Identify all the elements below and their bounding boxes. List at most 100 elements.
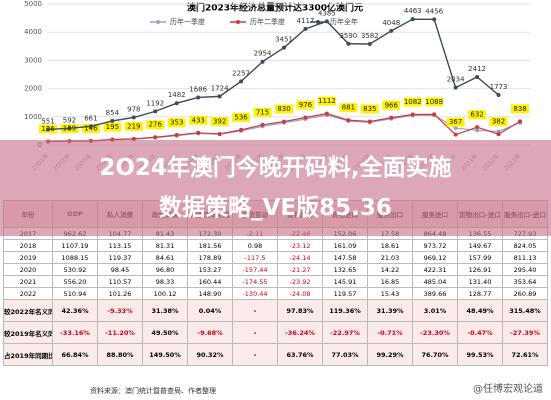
label-box xyxy=(489,117,508,127)
table-cell: 132.65 xyxy=(322,263,368,276)
data-label: 4463 xyxy=(404,7,422,15)
table-cell: 97.83% xyxy=(277,299,323,322)
table-cell: 128.77 xyxy=(457,287,503,300)
table-cell: 占2019年同期比重 xyxy=(3,343,53,366)
data-label: 1088 xyxy=(425,98,443,106)
table-cell: 1088.15 xyxy=(52,251,98,264)
point xyxy=(367,41,372,46)
table-cell: 21.03 xyxy=(367,251,413,264)
table-cell: 31.39% xyxy=(367,299,413,322)
data-label: 146 xyxy=(84,124,98,132)
data-label: 1112 xyxy=(318,97,336,105)
legend-label: 历年一季度 xyxy=(170,17,205,26)
table-cell: 2020 xyxy=(3,263,53,276)
label-box xyxy=(167,118,186,128)
data-label: 1773 xyxy=(490,83,508,91)
point xyxy=(282,119,286,124)
table-cell: 2022 xyxy=(3,287,53,300)
table-cell: -0.47% xyxy=(457,321,503,344)
data-label: 2034 xyxy=(447,76,465,84)
table-cell: 260.89 xyxy=(502,287,548,300)
table-cell: 2019 xyxy=(3,251,53,264)
table-cell: 99.53% xyxy=(457,343,503,366)
table-cell: 3.01% xyxy=(412,299,458,322)
table-cell: - xyxy=(232,343,278,366)
label-box xyxy=(511,104,529,114)
table-cell: -157.44 xyxy=(232,263,278,276)
table-cell: -0.71% xyxy=(367,321,413,344)
table-row: 2020 530.92 98.45 96.80 153.27 -157.44 -21.27 1… xyxy=(3,263,548,276)
table-cell: 100.12 xyxy=(142,287,188,300)
table-cell: -23.12 xyxy=(277,239,323,252)
legend-marker xyxy=(236,20,240,24)
table-cell: 315.48% xyxy=(502,299,548,322)
label-box xyxy=(210,116,229,126)
table-cell: 178.89 xyxy=(187,251,233,264)
table-cell: -9.68% xyxy=(187,321,233,344)
label-box xyxy=(446,117,465,127)
data-label: 592 xyxy=(63,116,76,124)
table-cell: 48.49% xyxy=(457,299,503,322)
table-row: 较2022年名义同比42.36%-9.33%31.38%0.04%-97.83%… xyxy=(3,299,548,322)
source: 资料来源：澳门统计暨普查局、作者整理 xyxy=(90,387,216,395)
table-row: 较2019年名义同比-33.16%-11.20%49.50%-9.68%--36… xyxy=(3,321,548,344)
point xyxy=(389,115,394,120)
point xyxy=(196,95,201,100)
table-cell: 119.37 xyxy=(97,251,143,264)
table-cell: 14.22 xyxy=(367,263,413,276)
table-cell: 160.44 xyxy=(187,275,233,288)
data-label: 4456 xyxy=(425,7,443,15)
data-label: 195 xyxy=(106,123,119,131)
table-cell: -33.16% xyxy=(52,321,98,344)
table-cell: -24.14 xyxy=(277,251,323,264)
table-cell: 1107.19 xyxy=(52,239,98,252)
label-box xyxy=(382,100,401,110)
legend-marker xyxy=(156,20,160,24)
table-cell: 42.36% xyxy=(52,299,98,322)
table-cell: - xyxy=(232,321,278,344)
table-cell: 98.45 xyxy=(97,263,143,276)
data-label: 2412 xyxy=(468,65,486,73)
table-cell: -21.27 xyxy=(277,263,323,276)
table-cell: 131.40 xyxy=(457,275,503,288)
point xyxy=(346,41,351,46)
y-tick-label: 2000 xyxy=(24,85,42,93)
point xyxy=(217,131,222,136)
table-cell: 113.15 xyxy=(97,239,143,252)
label-box xyxy=(232,112,251,122)
banner: 2O24年澳门今晚开码料,全面实施 数据策略_VE版85.36 xyxy=(0,140,551,236)
data-label: 551 xyxy=(41,117,54,125)
point xyxy=(282,45,286,50)
point xyxy=(174,101,179,106)
point xyxy=(367,119,372,124)
table-row: 2021 556.20 110.57 98.33 160.44 -174.55 -23.92… xyxy=(3,275,548,288)
point xyxy=(389,28,394,33)
table-cell: 84.61 xyxy=(142,251,188,264)
table-cell: 353.64 xyxy=(502,275,548,288)
label-box xyxy=(296,100,315,110)
table-cell: 110.57 xyxy=(97,275,143,288)
table-cell: 0.04% xyxy=(187,299,233,322)
table-cell: -36.24% xyxy=(277,321,323,344)
table-cell: 389.66 xyxy=(412,287,458,300)
point xyxy=(410,112,415,117)
data-label: 382 xyxy=(492,118,505,126)
table-cell: 973.72 xyxy=(412,239,458,252)
point xyxy=(324,111,329,116)
data-label: 3451 xyxy=(275,36,293,44)
legend-label: 历年全年 xyxy=(330,17,358,26)
point xyxy=(239,79,244,84)
table-cell: 较2022年名义同比 xyxy=(3,299,53,322)
data-label: 1724 xyxy=(211,84,229,92)
table-row: 2022 510.94 101.26 100.12 148.90 -130.44 -24.0… xyxy=(3,287,548,300)
table-cell: -23.30% xyxy=(412,321,458,344)
table-cell: -9.33% xyxy=(97,299,143,322)
point xyxy=(410,17,415,22)
label-box xyxy=(339,103,358,113)
y-tick-label: 4000 xyxy=(24,28,42,36)
point xyxy=(131,115,136,120)
banner-line: 2O24年澳门今晚开码料,全面实施 xyxy=(99,155,452,181)
table-row: 占2019年同期比重66.84%88.80%149.50%90.32%-63.7… xyxy=(3,343,548,366)
table-cell: 31.38% xyxy=(142,299,188,322)
point xyxy=(432,112,437,117)
